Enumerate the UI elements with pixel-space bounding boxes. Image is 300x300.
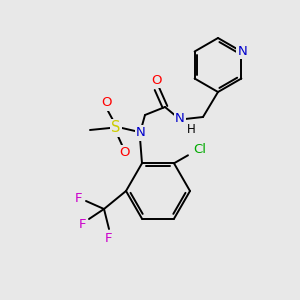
Text: F: F	[78, 218, 86, 230]
Text: O: O	[101, 97, 111, 110]
Text: O: O	[120, 146, 130, 160]
Text: S: S	[111, 121, 121, 136]
Text: N: N	[175, 112, 185, 124]
Text: N: N	[136, 127, 146, 140]
Text: N: N	[238, 45, 247, 58]
Text: F: F	[74, 191, 82, 205]
Text: O: O	[151, 74, 161, 86]
Text: F: F	[105, 232, 113, 244]
Text: H: H	[187, 123, 196, 136]
Text: Cl: Cl	[194, 143, 206, 156]
